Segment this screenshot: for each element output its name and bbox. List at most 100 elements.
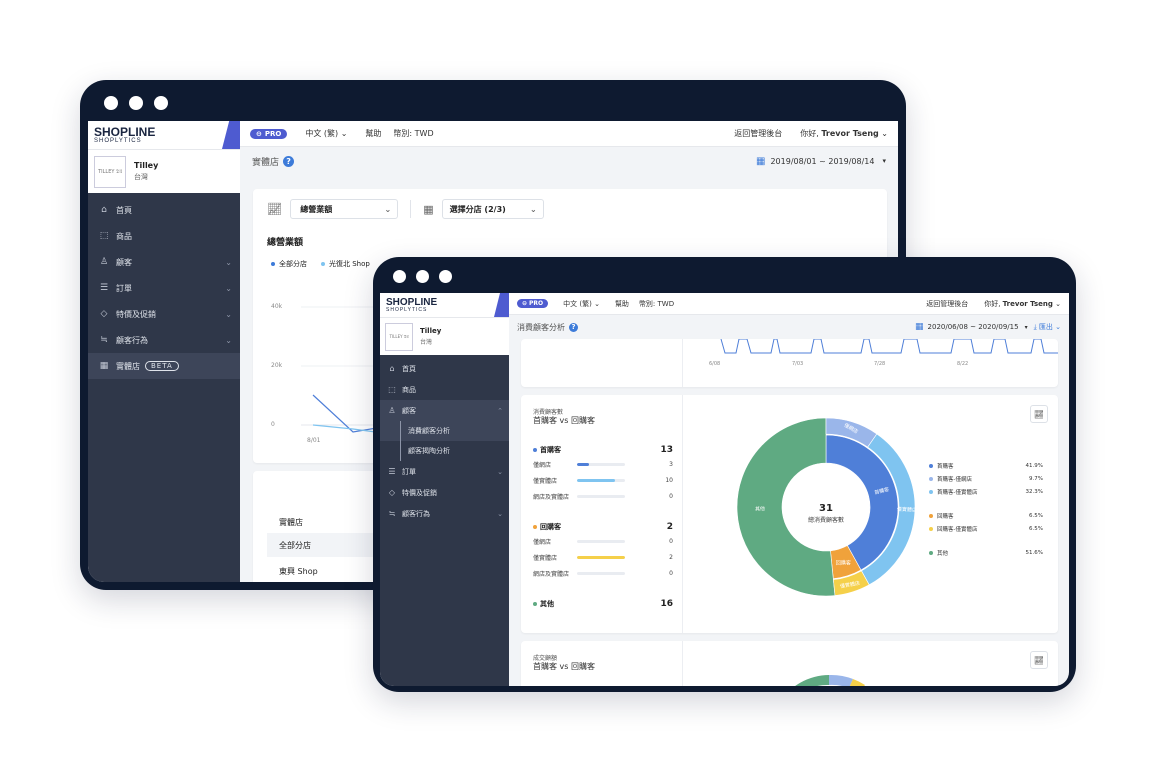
chart-icon: 📈︎	[267, 202, 283, 216]
user-menu[interactable]: 你好, Trevor Tseng ⌄	[800, 129, 888, 138]
help-icon[interactable]: ?	[569, 322, 578, 332]
sidebar-item-tag[interactable]: ◇ 特價及促銷 ⌄	[88, 301, 240, 327]
donut-label-first-store: 僅實體店	[897, 506, 917, 514]
donut-legend-item[interactable]: 首購客 41.9%	[929, 461, 1047, 470]
y-tick-label: 40k	[271, 303, 283, 310]
store-card[interactable]: TILLEY 𝔗𝔦𝔩 Tilley 台灣	[380, 317, 509, 355]
back-subbar: 實體店 ? ▦ 2019/08/01 ~ 2019/08/14 ▾	[240, 147, 898, 175]
logo-corner-accent	[494, 293, 509, 317]
legend-label: 全部分店	[279, 260, 307, 268]
row-bar-fill	[577, 462, 589, 466]
beta-badge: BETA	[145, 361, 179, 371]
sidebar-item-bag[interactable]: ⬚ 商品	[380, 379, 509, 400]
help-link[interactable]: 幫助	[365, 129, 382, 138]
receipt-icon: ☰	[99, 283, 109, 293]
chart-type-button[interactable]: 📈︎	[1030, 405, 1048, 423]
legend-dot	[929, 476, 933, 481]
sidebar-item-label: 實體店	[116, 361, 140, 371]
row-bar	[577, 462, 625, 466]
sidebar-item-store[interactable]: ▦ 實體店 BETA	[88, 353, 240, 379]
donut-label-first: 首購客	[874, 486, 890, 497]
revenue-split-card: 成交顧額 首購客 vs 回購客 📈︎	[521, 641, 1058, 686]
back-to-admin-link[interactable]: 返回管理後台	[734, 129, 783, 138]
sidebar-item-receipt[interactable]: ☰ 訂單 ⌄	[380, 461, 509, 482]
group-row: 僅實體店 2	[533, 549, 673, 565]
sidebar-subitem[interactable]: 顧客揭陶分析	[380, 441, 509, 461]
legend-pct: 41.9%	[1025, 462, 1043, 469]
chevron-down-icon: ⌄	[497, 509, 503, 518]
chart-type-button[interactable]: 📈︎	[1030, 651, 1048, 669]
language-selector[interactable]: 中文 (繁) ⌄	[305, 129, 348, 138]
date-range-picker[interactable]: ▦ 2019/08/01 ~ 2019/08/14 ▾	[756, 155, 886, 167]
metric-select[interactable]: 總營業額 ⌄	[290, 199, 399, 219]
pro-badge[interactable]: ⊖ PRO	[250, 128, 288, 139]
user-menu[interactable]: 你好, Trevor Tseng ⌄	[984, 299, 1061, 308]
sidebar-item-tag[interactable]: ◇ 特價及促銷	[380, 482, 509, 503]
donut-legend-item[interactable]: 首購客-僅網店 9.7%	[929, 474, 1047, 483]
front-sidebar: SHOPLINE SHOPLYTICS TILLEY 𝔗𝔦𝔩 Tilley 台灣…	[380, 293, 509, 686]
store-card[interactable]: TILLEY 𝔗𝔦𝔩 Tilley 台灣	[88, 149, 240, 193]
card-title: 首購客 vs 回購客	[533, 662, 595, 671]
group-total: 13	[660, 444, 673, 455]
sidebar-item-user[interactable]: ♙ 顧客 ⌄	[88, 249, 240, 275]
donut-legend-item[interactable]: 回購客 6.5%	[929, 511, 1047, 520]
legend-dot	[929, 550, 933, 555]
front-screen: SHOPLINE SHOPLYTICS TILLEY 𝔗𝔦𝔩 Tilley 台灣…	[380, 293, 1069, 686]
currency-label: 幣別: TWD	[638, 299, 675, 308]
row-label: 僅實體店	[533, 554, 558, 562]
donut-outer-slice-2[interactable]	[833, 570, 870, 596]
legend-item[interactable]: 光復北 Shop	[321, 259, 370, 269]
row-label: 網店及實體店	[533, 493, 570, 501]
row-label: 僅實體店	[533, 477, 558, 485]
row-value: 0	[669, 492, 673, 500]
legend-label: 光復北 Shop	[329, 260, 370, 268]
language-selector[interactable]: 中文 (繁) ⌄	[563, 299, 600, 308]
shopline-logo: SHOPLINE SHOPLYTICS	[386, 296, 438, 313]
donut-center-value: 31	[819, 503, 833, 514]
sidebar-item-behavior[interactable]: ≒ 顧客行為 ⌄	[88, 327, 240, 353]
donut-slice-0[interactable]	[825, 434, 899, 571]
table-row[interactable]: 全部分店	[267, 533, 387, 557]
trend-chart-card: 6/08 7/03 7/28 8/22	[521, 339, 1058, 387]
date-range-picker[interactable]: ▦ 2020/06/08 ~ 2020/09/15 ▾ ⤓ 匯出 ⌄	[915, 322, 1061, 332]
sidebar-item-behavior[interactable]: ≒ 顧客行為 ⌄	[380, 503, 509, 524]
store-select[interactable]: 選擇分店 (2/3) ⌄	[441, 199, 544, 219]
sidebar-item-label: 顧客行為	[116, 335, 148, 345]
sidebar-item-label: 特價及促銷	[402, 488, 437, 497]
page-title: 消費顧客分析	[517, 322, 565, 332]
sidebar-item-label: 特價及促銷	[116, 309, 156, 319]
help-icon[interactable]: ?	[283, 155, 295, 167]
legend-dot	[929, 526, 933, 531]
group-row: 網店及實體店 0	[533, 565, 673, 581]
legend-dot	[929, 489, 933, 494]
sidebar-item-home[interactable]: ⌂ 首頁	[88, 197, 240, 223]
sidebar-item-user[interactable]: ♙ 顧客 ⌃	[380, 400, 509, 421]
group-total: 2	[666, 521, 673, 532]
front-device-frame: SHOPLINE SHOPLYTICS TILLEY 𝔗𝔦𝔩 Tilley 台灣…	[373, 257, 1076, 692]
sidebar-subitem[interactable]: 消費顧客分析	[380, 421, 509, 441]
donut-legend-item[interactable]: 回購客-僅實體店 6.5%	[929, 524, 1047, 533]
row-value: 3	[669, 460, 673, 468]
table-row[interactable]: 東興 Shop	[279, 566, 318, 576]
back-to-admin-link[interactable]: 返回管理後台	[926, 299, 969, 308]
sidebar-item-home[interactable]: ⌂ 首頁	[380, 358, 509, 379]
shopline-logo: SHOPLINE SHOPLYTICS	[94, 125, 156, 144]
legend-item[interactable]: 全部分店	[271, 259, 307, 269]
row-value: 0	[669, 569, 673, 577]
sidebar-item-bag[interactable]: ⬚ 商品	[88, 223, 240, 249]
donut-legend-item[interactable]: 其他 51.6%	[929, 548, 1047, 557]
donut-label-returning: 回購客	[836, 559, 851, 566]
row-bar	[577, 539, 625, 543]
export-button[interactable]: ⤓ 匯出 ⌄	[1033, 323, 1061, 331]
donut-legend-item[interactable]: 首購客-僅實體店 32.3%	[929, 487, 1047, 496]
chart-title: 總營業額	[267, 238, 304, 248]
sidebar-item-receipt[interactable]: ☰ 訂單 ⌄	[88, 275, 240, 301]
legend-pct: 32.3%	[1025, 488, 1043, 495]
pro-badge[interactable]: ⊖ PRO	[517, 299, 549, 308]
row-label: 僅網店	[533, 461, 552, 469]
sidebar-item-label: 顧客	[116, 257, 132, 267]
help-link[interactable]: 幫助	[614, 299, 629, 308]
home-icon: ⌂	[101, 205, 107, 215]
donut-slice-2[interactable]	[736, 417, 836, 597]
